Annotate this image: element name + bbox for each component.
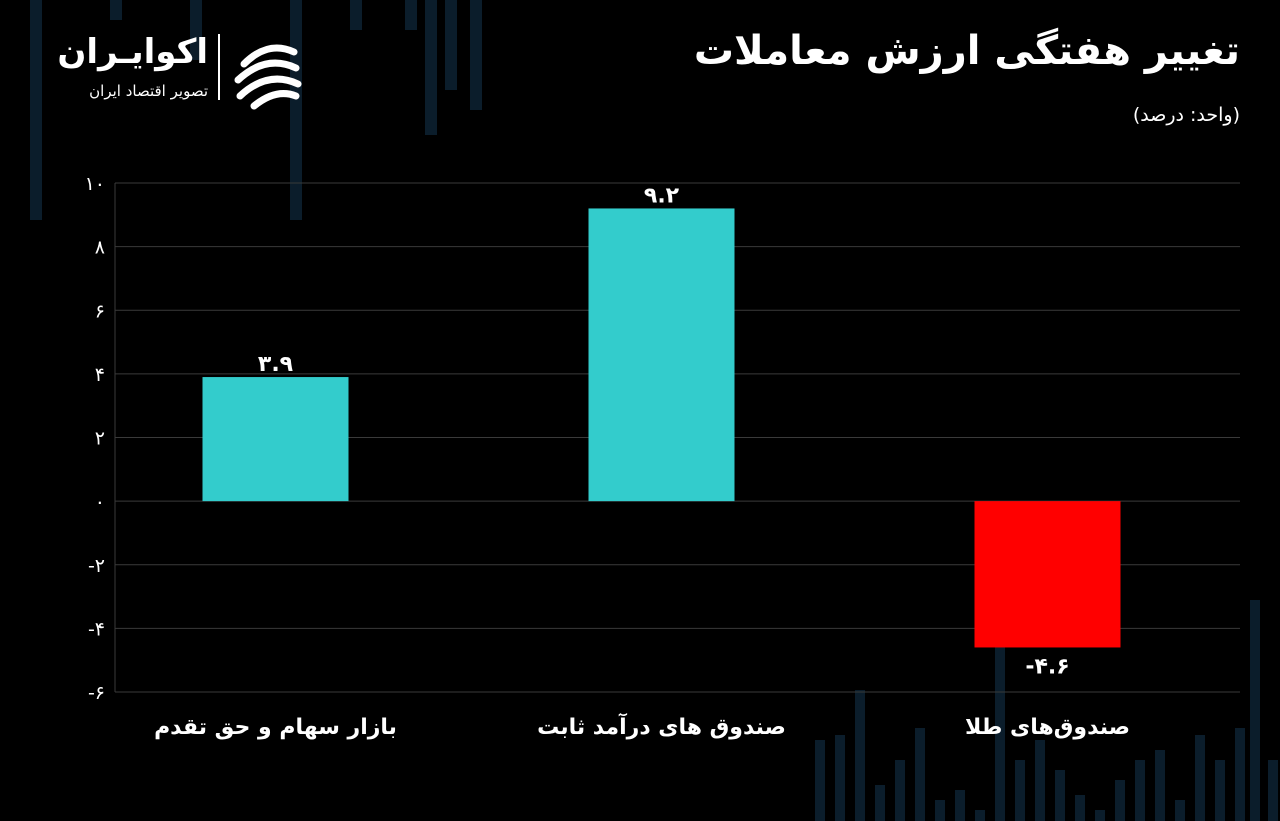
y-tick-label: -۶ [88,682,105,704]
bar [202,377,349,502]
decor-candle [955,790,965,821]
decor-candle [935,800,945,821]
logo-divider [218,34,220,100]
decor-candle [470,0,482,110]
y-tick-label: ۴ [95,364,105,386]
decor-candle [1075,795,1085,821]
decor-candle [1195,735,1205,821]
y-tick-label: ۱۰ [85,173,105,195]
decor-candle [405,0,417,30]
logo-name: اکوایـران [57,32,208,72]
category-label: بازار سهام و حق تقدم [154,715,397,740]
decor-candle [1250,600,1260,821]
bar-value-label: ۳.۹ [258,352,293,377]
bar [974,501,1121,648]
decor-candle [1115,780,1125,821]
decor-candle [1095,810,1105,821]
logo-tagline: تصویر اقتصاد ایران [89,82,208,100]
bar-value-label: ۹.۲ [644,183,680,208]
decor-candle [1015,760,1025,821]
chart-title: تغییر هفتگی ارزش معاملات [693,28,1240,74]
decor-candle [190,0,202,60]
decor-candle [1035,740,1045,821]
decor-candle [1175,800,1185,821]
decor-candle [915,728,925,821]
decor-candle [1135,760,1145,821]
y-tick-label: ۰ [95,491,105,513]
decor-candle [835,735,845,821]
y-tick-label: ۲ [95,428,105,450]
decor-candle [425,0,437,135]
decor-candle [30,0,42,220]
decor-candle [350,0,362,30]
category-label: صندوق‌های طلا [965,715,1130,740]
decor-candle [995,600,1005,821]
y-tick-label: -۲ [88,555,105,577]
decor-candle [110,0,122,20]
chart-unit: (واحد: درصد) [1132,104,1240,126]
decor-candle [875,785,885,821]
decor-candle [855,690,865,821]
decor-candle [1235,728,1245,821]
category-label: صندوق های درآمد ثابت [537,712,786,740]
decor-candle [1215,760,1225,821]
y-tick-label: ۸ [95,237,105,259]
decor-candle [975,810,985,821]
bar [588,208,735,502]
y-tick-label: ۶ [95,300,105,322]
bar-value-label: -۴.۶ [1025,654,1069,679]
decor-candle [1055,770,1065,821]
decor-candle [895,760,905,821]
y-tick-label: -۴ [88,618,105,640]
decor-candle [1268,760,1278,821]
brand-logo: اکوایـران تصویر اقتصاد ایران [50,30,320,110]
decor-candle [815,740,825,821]
decor-candle [1155,750,1165,821]
logo-swirl-icon [234,44,302,110]
decor-candle [445,0,457,90]
